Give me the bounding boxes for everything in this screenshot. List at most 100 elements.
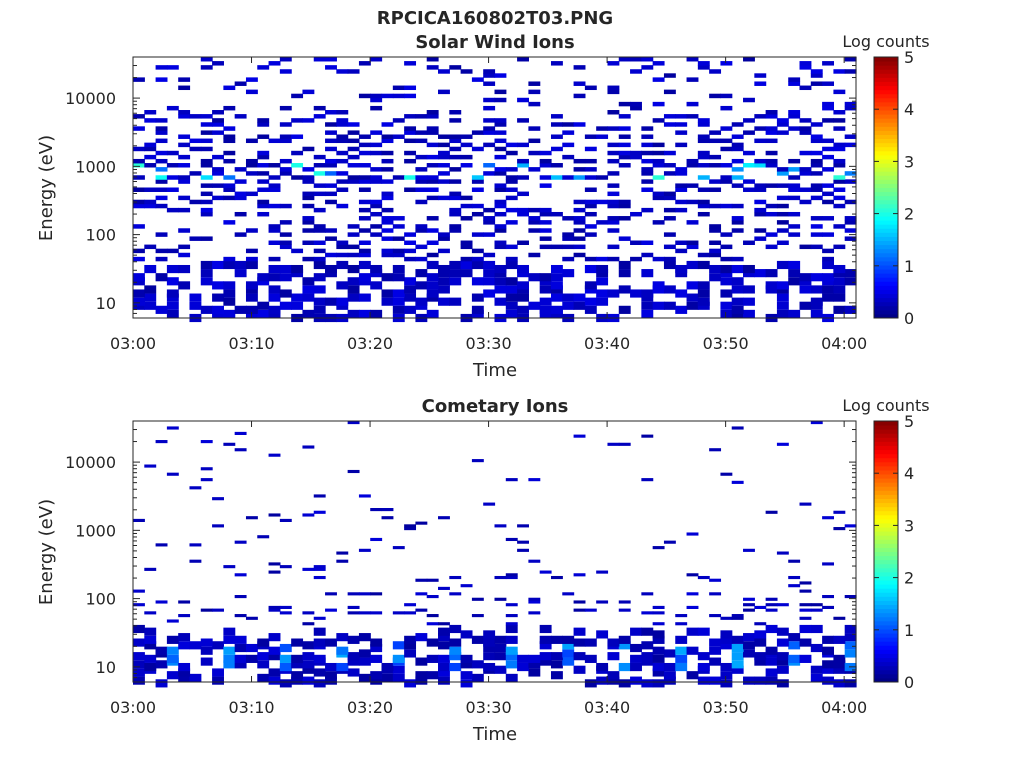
heatmap-cell xyxy=(686,101,699,107)
heatmap-cell xyxy=(133,199,145,205)
heatmap-cell xyxy=(449,195,462,201)
heatmap-cell xyxy=(133,297,145,306)
heatmap-cell xyxy=(392,273,405,282)
heatmap-cell xyxy=(166,654,179,663)
colorbar-swatch xyxy=(874,584,898,589)
heatmap-cell xyxy=(776,228,789,233)
heatmap-cell xyxy=(641,301,654,310)
heatmap-cell xyxy=(302,641,315,650)
heatmap-cell xyxy=(257,187,270,192)
heatmap-cell xyxy=(517,142,529,148)
heatmap-cell xyxy=(743,548,755,552)
heatmap-cell xyxy=(788,158,801,164)
colorbar-swatch xyxy=(874,264,898,270)
heatmap-cell xyxy=(562,256,575,262)
heatmap-cell xyxy=(257,171,270,176)
heatmap-cell xyxy=(799,187,812,192)
heatmap-cell xyxy=(494,524,507,528)
heatmap-cell xyxy=(686,605,699,609)
heatmap-cell xyxy=(822,595,835,599)
heatmap-cell xyxy=(505,277,518,286)
heatmap-cell xyxy=(528,478,541,482)
plot-frame xyxy=(132,56,857,319)
heatmap-cell xyxy=(438,195,450,201)
heatmap-cell xyxy=(641,592,654,596)
heatmap-cell xyxy=(844,105,857,111)
heatmap-cell xyxy=(438,150,450,156)
heatmap-cell xyxy=(449,224,462,229)
heatmap-cell xyxy=(144,293,157,302)
heatmap-cell xyxy=(336,559,349,563)
heatmap-cell xyxy=(302,195,315,201)
heatmap-cell xyxy=(709,448,722,452)
colorbar-swatch xyxy=(874,69,898,74)
heatmap-cell xyxy=(336,171,349,176)
colorbar-swatch xyxy=(874,624,898,630)
heatmap-cell xyxy=(562,216,575,221)
heatmap-cell xyxy=(404,635,417,644)
heatmap-cell xyxy=(426,289,439,298)
heatmap-cell xyxy=(675,207,688,213)
heatmap-cell xyxy=(731,277,744,286)
heatmap-cell xyxy=(539,297,552,306)
heatmap-cell xyxy=(460,134,473,139)
heatmap-cell xyxy=(347,224,360,229)
heatmap-cell xyxy=(178,110,191,115)
heatmap-cell xyxy=(223,134,236,139)
heatmap-cell xyxy=(370,232,383,237)
colorbar-tick-label: 0 xyxy=(904,309,914,328)
heatmap-cell xyxy=(268,646,281,655)
heatmap-cell xyxy=(709,93,722,99)
heatmap-cell xyxy=(630,289,642,298)
heatmap-cell xyxy=(754,269,767,278)
heatmap-cell xyxy=(404,527,417,531)
heatmap-cell xyxy=(223,183,236,188)
heatmap-cell xyxy=(279,203,292,209)
heatmap-cell xyxy=(426,252,439,258)
heatmap-cell xyxy=(257,150,270,156)
heatmap-cell xyxy=(788,114,801,119)
heatmap-cell xyxy=(697,301,710,310)
heatmap-cell xyxy=(641,434,654,438)
cometary-panel: Cometary Ions 03:00 03:10 03:20 03:30 03:40 0… xyxy=(36,396,930,745)
heatmap-cell xyxy=(539,207,552,213)
heatmap-cell xyxy=(562,301,575,310)
heatmap-cell xyxy=(697,211,710,217)
heatmap-cell xyxy=(505,673,518,682)
heatmap-cell xyxy=(799,638,812,647)
heatmap-cell xyxy=(279,167,292,172)
heatmap-cell xyxy=(788,126,801,131)
heatmap-cell xyxy=(550,175,563,180)
heatmap-cell xyxy=(178,179,191,184)
heatmap-cell xyxy=(517,662,529,672)
heatmap-cell xyxy=(788,110,801,115)
heatmap-cell xyxy=(776,260,789,270)
heatmap-cell xyxy=(607,638,620,647)
heatmap-cell xyxy=(652,605,665,609)
heatmap-cell xyxy=(449,652,462,661)
heatmap-cell xyxy=(212,154,224,160)
heatmap-cell xyxy=(291,654,304,663)
heatmap-cell xyxy=(663,207,676,213)
heatmap-cell xyxy=(709,264,722,274)
heatmap-cell xyxy=(810,158,823,164)
heatmap-cell xyxy=(528,101,541,107)
heatmap-cell xyxy=(471,211,484,217)
heatmap-cell xyxy=(381,516,394,520)
heatmap-cell xyxy=(833,285,846,294)
colorbar-swatch xyxy=(874,580,898,585)
heatmap-cell xyxy=(449,646,462,655)
heatmap-cell xyxy=(539,657,552,666)
heatmap-cell xyxy=(381,228,394,233)
heatmap-cell xyxy=(810,138,823,144)
heatmap-cell xyxy=(743,676,755,685)
heatmap-cell xyxy=(438,179,450,184)
heatmap-cell xyxy=(279,138,292,144)
heatmap-cell xyxy=(822,293,835,302)
heatmap-cell xyxy=(799,301,812,310)
heatmap-cell xyxy=(743,297,755,306)
heatmap-cell xyxy=(494,224,507,229)
heatmap-cell xyxy=(223,175,236,180)
heatmap-cell xyxy=(257,638,270,647)
heatmap-cell xyxy=(731,652,744,661)
